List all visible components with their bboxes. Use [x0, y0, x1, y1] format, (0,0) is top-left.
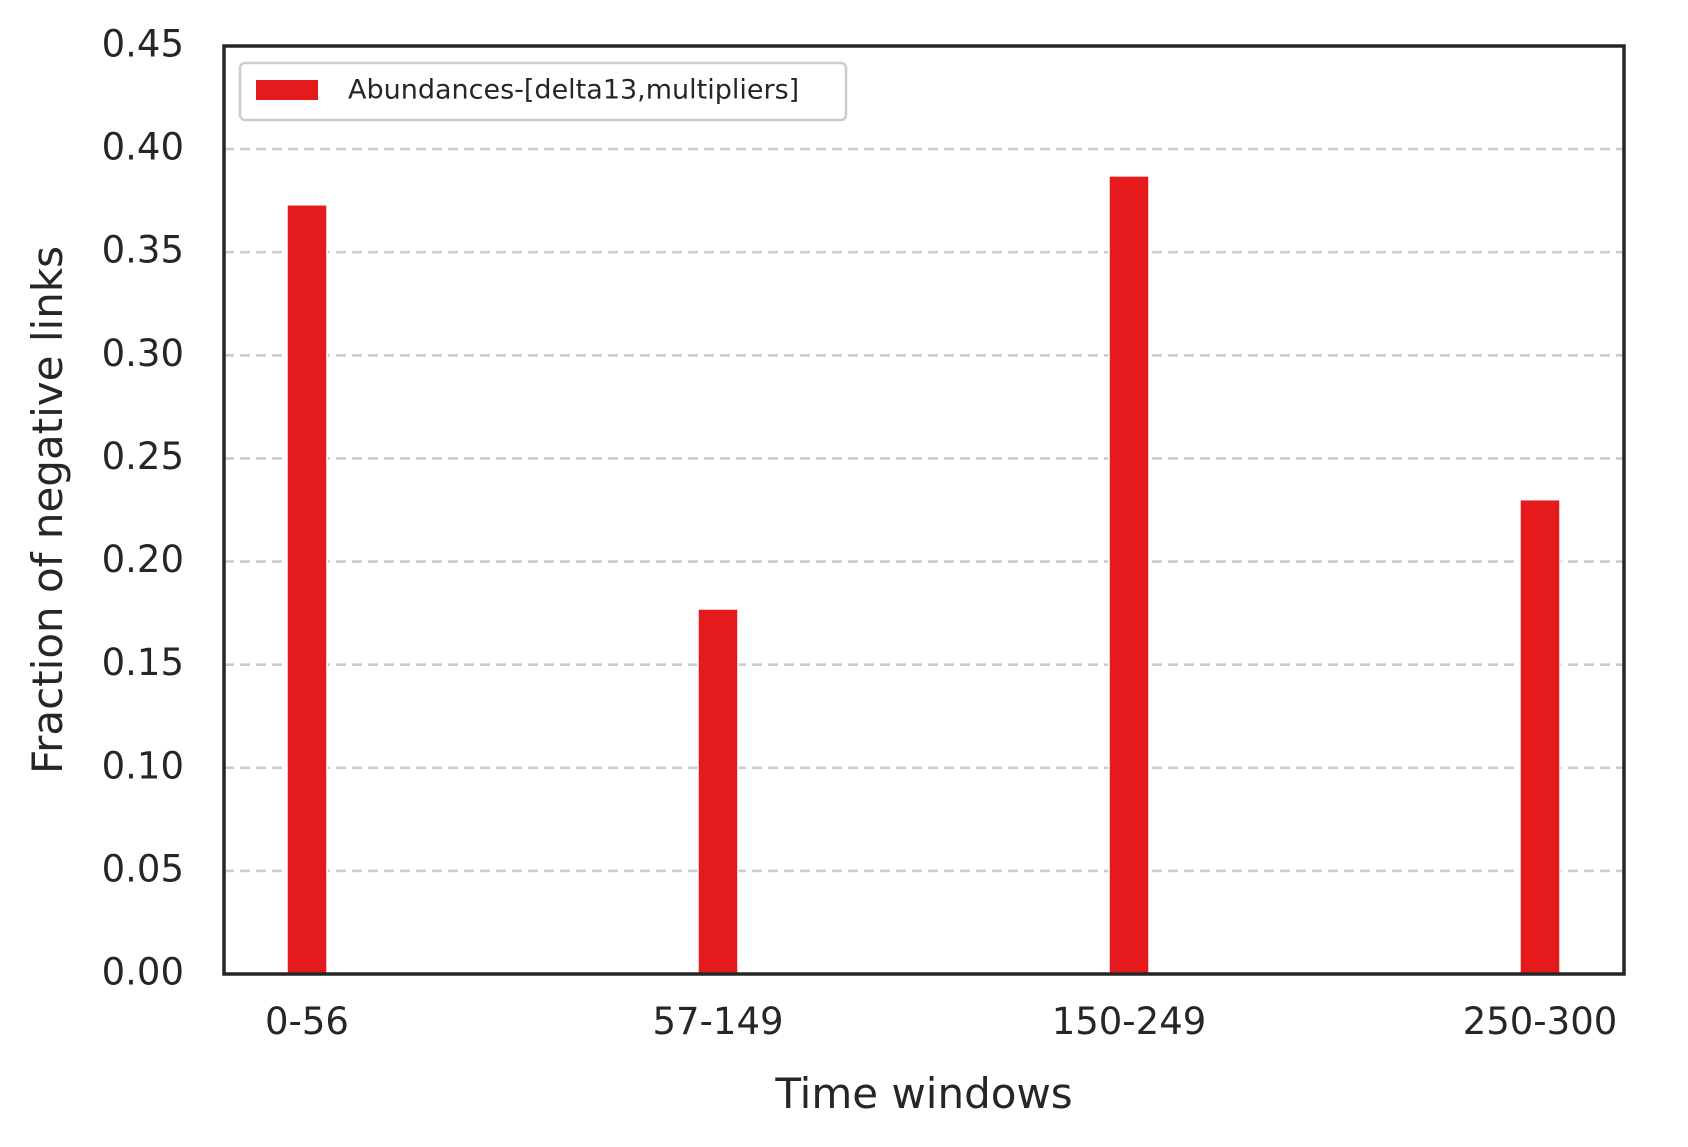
legend-box [238, 61, 848, 122]
gridlines [224, 147, 1624, 873]
x-tick-labels: 0-56 57-149 150-249 250-300 [265, 1000, 1617, 1043]
legend: Abundances-[delta13,multipliers] [238, 61, 848, 122]
bar-57-149 [697, 608, 739, 975]
bars [286, 175, 1561, 975]
x-axis-title: Time windows [774, 1069, 1072, 1118]
legend-swatch [256, 80, 318, 100]
y-tick-label: 0.10 [102, 744, 184, 787]
y-tick-label: 0.30 [102, 332, 184, 375]
y-tick-label: 0.20 [102, 538, 184, 581]
x-tick-label: 250-300 [1463, 1000, 1618, 1043]
bar-250-300 [1519, 498, 1561, 975]
y-tick-label: 0.40 [102, 126, 184, 169]
y-tick-label: 0.25 [102, 435, 184, 478]
y-tick-label: 0.05 [102, 847, 184, 890]
y-tick-label: 0.35 [102, 229, 184, 272]
y-tick-label: 0.15 [102, 641, 184, 684]
legend-label: Abundances-[delta13,multipliers] [348, 75, 799, 106]
y-tick-labels: 0.00 0.05 0.10 0.15 0.20 0.25 0.30 0.35 0.40 0.45 [102, 23, 184, 994]
y-axis-title: Fraction of negative links [23, 246, 72, 774]
x-tick-label: 57-149 [652, 1000, 783, 1043]
plot-frame [222, 44, 1626, 976]
x-tick-label: 0-56 [265, 1000, 349, 1043]
bar-150-249 [1108, 175, 1150, 975]
y-tick-label: 0.45 [102, 23, 184, 66]
x-tick-label: 150-249 [1052, 1000, 1207, 1043]
bar-0-56 [286, 204, 328, 975]
y-tick-label: 0.00 [102, 951, 184, 994]
